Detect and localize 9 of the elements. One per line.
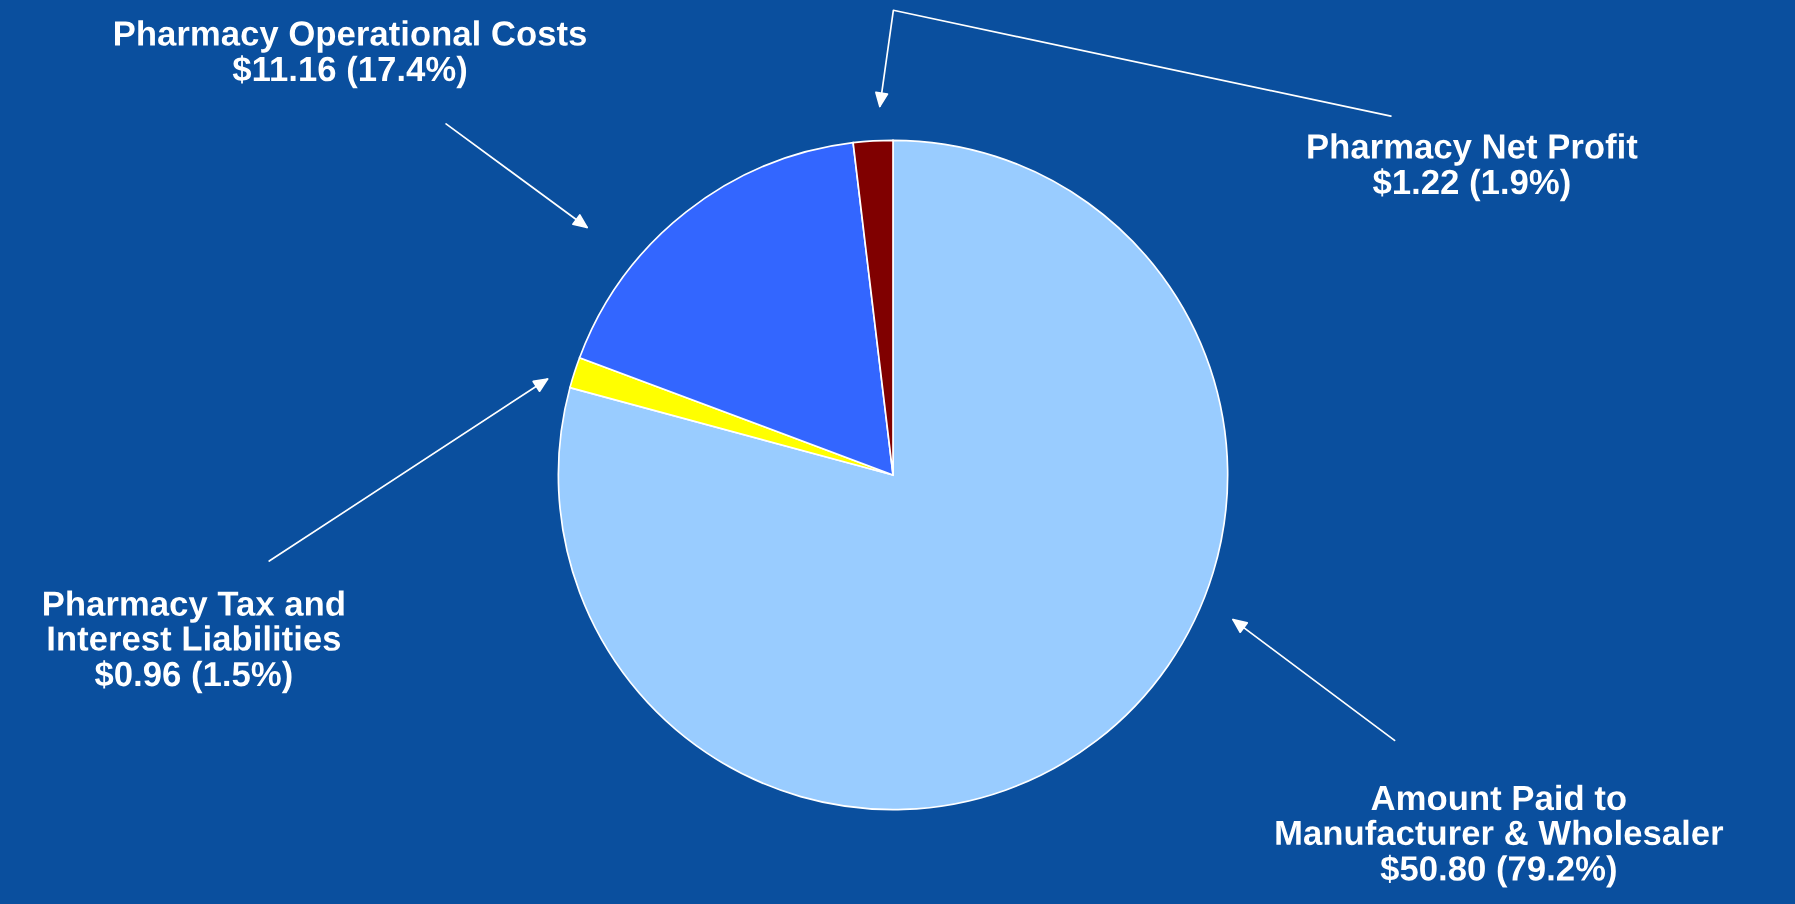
slice-label: Pharmacy Operational Costs [115,20,586,53]
slice-label: Pharmacy Net Profit [1308,133,1638,166]
pie-slice [557,139,1229,811]
data-label: $0.96 (1.5%) [94,660,292,694]
data-label: $50.80 (79.2%) [1380,854,1616,888]
data-label: $11.16 (17.4%) [232,55,467,89]
slice-label: Pharmacy Tax and Interest Liabilities [44,590,344,651]
data-label: $1.22 (1.9%) [1372,168,1570,202]
slice-label: Amount Paid to Manufacturer & Wholesaler [1276,784,1724,846]
